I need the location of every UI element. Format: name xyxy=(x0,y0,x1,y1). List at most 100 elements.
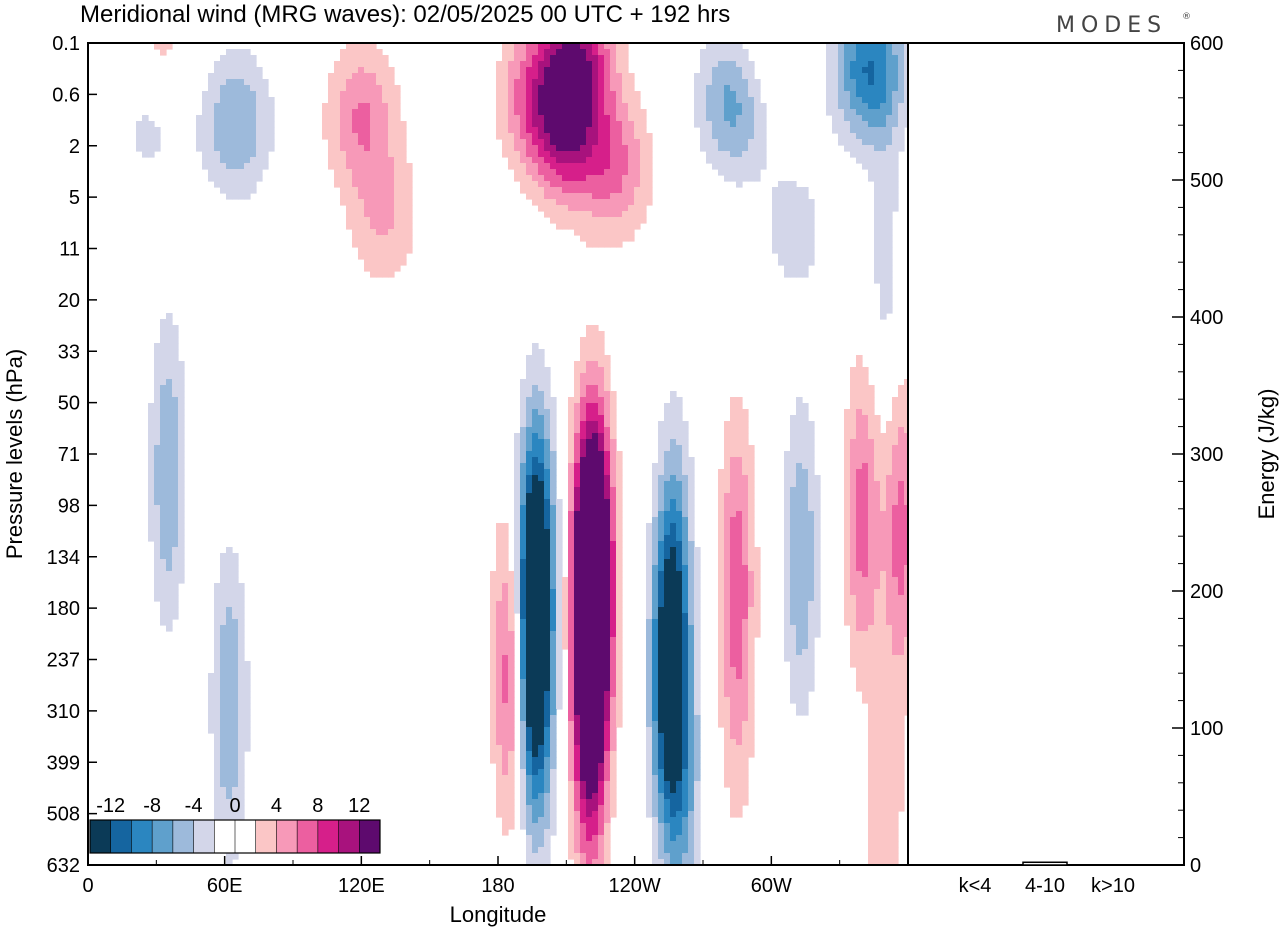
heatmap-cell xyxy=(670,523,677,530)
heatmap-cell xyxy=(538,145,545,152)
heatmap-cell xyxy=(220,67,227,74)
heatmap-cell xyxy=(214,145,221,152)
heatmap-cell xyxy=(856,427,863,434)
heatmap-cell xyxy=(502,61,509,68)
heatmap-cell xyxy=(682,427,689,434)
heatmap-cell xyxy=(580,679,587,686)
heatmap-cell xyxy=(580,511,587,518)
heatmap-cell xyxy=(904,661,908,668)
heatmap-cell xyxy=(148,517,155,524)
heatmap-cell xyxy=(694,667,701,674)
heatmap-cell xyxy=(580,85,587,92)
heatmap-cell xyxy=(736,139,743,146)
heatmap-cell xyxy=(598,511,605,518)
heatmap-cell xyxy=(610,397,617,404)
heatmap-cell xyxy=(718,655,725,662)
heatmap-cell xyxy=(592,391,599,398)
heatmap-cell xyxy=(844,85,851,92)
heatmap-cell xyxy=(658,469,665,476)
heatmap-cell xyxy=(652,469,659,476)
heatmap-cell xyxy=(526,163,533,170)
heatmap-cell xyxy=(400,199,407,206)
heatmap-cell xyxy=(610,181,617,188)
heatmap-cell xyxy=(868,49,875,56)
heatmap-cell xyxy=(718,523,725,530)
heatmap-cell xyxy=(862,673,869,680)
heatmap-cell xyxy=(586,223,593,230)
heatmap-cell xyxy=(370,127,377,134)
heatmap-cell xyxy=(574,445,581,452)
heatmap-cell xyxy=(376,229,383,236)
heatmap-cell xyxy=(352,187,359,194)
heatmap-cell xyxy=(628,229,635,236)
heatmap-cell xyxy=(652,655,659,662)
heatmap-cell xyxy=(724,517,731,524)
heatmap-cell xyxy=(160,517,167,524)
heatmap-cell xyxy=(760,115,767,122)
heatmap-cell xyxy=(652,571,659,578)
heatmap-cell xyxy=(358,157,365,164)
heatmap-cell xyxy=(700,139,707,146)
heatmap-cell xyxy=(370,91,377,98)
heatmap-cell xyxy=(586,481,593,488)
heatmap-cell xyxy=(532,481,539,488)
heatmap-cell xyxy=(730,469,737,476)
heatmap-cell xyxy=(736,163,743,170)
heatmap-cell xyxy=(538,175,545,182)
heatmap-cell xyxy=(196,121,203,128)
heatmap-cell xyxy=(592,385,599,392)
heatmap-cell xyxy=(568,145,575,152)
heatmap-cell xyxy=(538,511,545,518)
heatmap-cell xyxy=(880,277,887,284)
heatmap-cell xyxy=(160,493,167,500)
heatmap-cell xyxy=(136,139,143,146)
heatmap-cell xyxy=(598,685,605,692)
heatmap-cell xyxy=(148,415,155,422)
heatmap-cell xyxy=(232,175,239,182)
heatmap-cell xyxy=(364,199,371,206)
heatmap-cell xyxy=(166,427,173,434)
heatmap-cell xyxy=(328,115,335,122)
heatmap-cell xyxy=(748,667,755,674)
heatmap-cell xyxy=(226,79,233,86)
heatmap-cell xyxy=(868,409,875,416)
heatmap-cell xyxy=(358,55,365,62)
heatmap-cell xyxy=(598,205,605,212)
heatmap-cell xyxy=(700,73,707,80)
heatmap-cell xyxy=(538,199,545,206)
heatmap-cell xyxy=(568,583,575,590)
heatmap-cell xyxy=(664,667,671,674)
heatmap-cell xyxy=(532,493,539,500)
heatmap-cell xyxy=(868,421,875,428)
heatmap-cell xyxy=(574,373,581,380)
heatmap-cell xyxy=(496,577,503,584)
heatmap-cell xyxy=(610,577,617,584)
heatmap-cell xyxy=(904,553,908,560)
heatmap-cell xyxy=(220,661,227,668)
heatmap-cell xyxy=(850,61,857,68)
heatmap-cell xyxy=(676,439,683,446)
heatmap-cell xyxy=(694,601,701,608)
heatmap-cell xyxy=(718,61,725,68)
heatmap-cell xyxy=(886,481,893,488)
heatmap-cell xyxy=(586,229,593,236)
heatmap-cell xyxy=(148,451,155,458)
heatmap-cell xyxy=(880,139,887,146)
heatmap-cell xyxy=(730,571,737,578)
heatmap-cell xyxy=(850,385,857,392)
heatmap-cell xyxy=(544,55,551,62)
heatmap-cell xyxy=(538,637,545,644)
heatmap-cell xyxy=(502,73,509,80)
heatmap-cell xyxy=(784,643,791,650)
heatmap-cell xyxy=(892,457,899,464)
heatmap-cell xyxy=(730,541,737,548)
heatmap-cell xyxy=(370,67,377,74)
heatmap-cell xyxy=(376,49,383,56)
heatmap-cell xyxy=(610,193,617,200)
heatmap-cell xyxy=(352,61,359,68)
heatmap-cell xyxy=(862,427,869,434)
heatmap-cell xyxy=(394,217,401,224)
heatmap-cell xyxy=(244,169,251,176)
heatmap-cell xyxy=(880,259,887,266)
heatmap-cell xyxy=(214,625,221,632)
